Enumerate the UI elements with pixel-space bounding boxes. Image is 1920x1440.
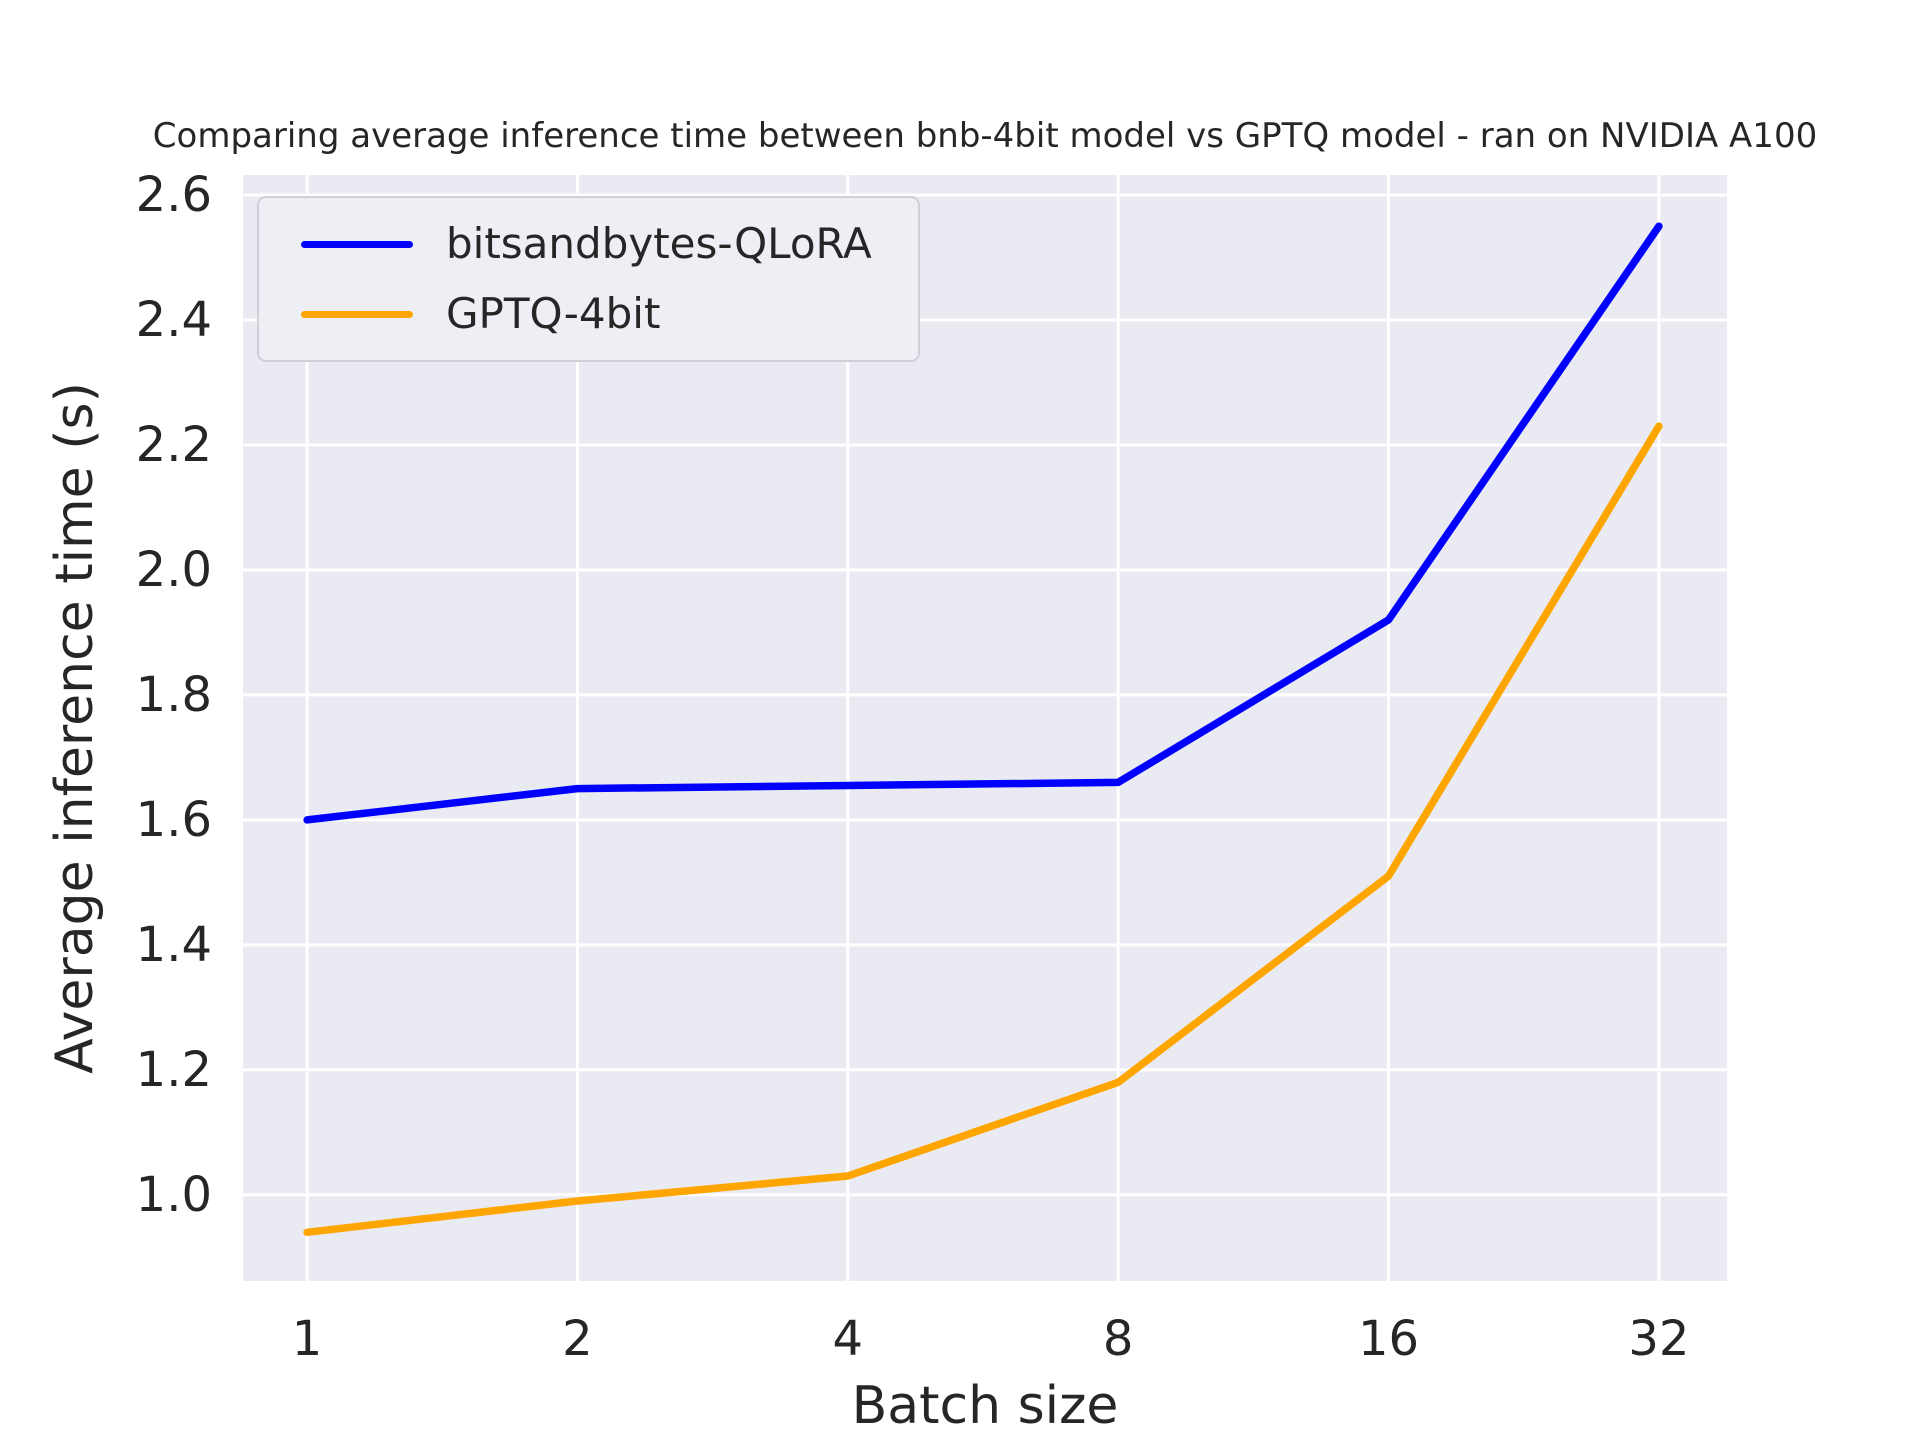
x-tick-label: 2 (562, 1311, 593, 1367)
x-tick-label: 8 (1102, 1311, 1134, 1367)
y-tick-label: 2.0 (135, 541, 212, 598)
legend-item: bitsandbytes-QLoRA (301, 214, 872, 274)
x-axis-label: Batch size (851, 1376, 1119, 1436)
series-line-bitsandbytes-QLoRA (303, 222, 1663, 824)
chart-title: Comparing average inference time between… (152, 116, 1818, 156)
series-line-GPTQ-4bit (303, 422, 1663, 1237)
y-tick-label: 1.0 (135, 1166, 212, 1223)
y-tick-label: 1.8 (135, 666, 212, 723)
chart-canvas (243, 175, 1727, 1281)
y-tick-label: 2.4 (135, 291, 212, 348)
legend-line-swatch (301, 240, 413, 248)
x-tick-label: 4 (832, 1311, 864, 1367)
x-tick-label: 32 (1628, 1311, 1690, 1367)
legend-label: GPTQ-4bit (446, 289, 661, 338)
y-tick-label: 2.6 (135, 166, 212, 223)
y-tick-label: 1.2 (135, 1041, 212, 1098)
x-tick-label: 16 (1357, 1311, 1420, 1367)
y-tick-label: 2.2 (135, 416, 212, 473)
legend: bitsandbytes-QLoRA GPTQ-4bit (257, 196, 920, 362)
legend-line-swatch (301, 310, 413, 318)
x-tick-label: 1 (291, 1311, 323, 1367)
legend-label: bitsandbytes-QLoRA (446, 219, 872, 268)
y-tick-label: 1.6 (135, 791, 212, 848)
plot-area: bitsandbytes-QLoRA GPTQ-4bit (243, 175, 1727, 1281)
y-tick-label: 1.4 (135, 916, 212, 973)
legend-item: GPTQ-4bit (301, 284, 872, 344)
